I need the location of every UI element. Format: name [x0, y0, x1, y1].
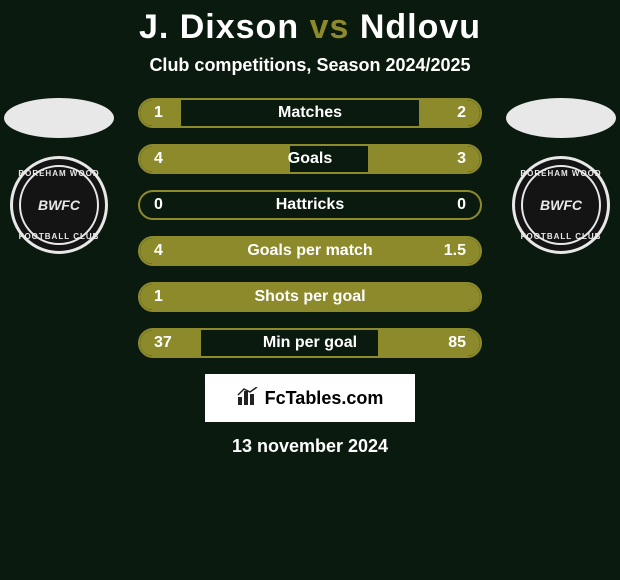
- stat-row: 4Goals3: [138, 144, 482, 174]
- stat-row: 1Shots per goal: [138, 282, 482, 312]
- subtitle: Club competitions, Season 2024/2025: [0, 55, 620, 76]
- vs-text: vs: [310, 8, 350, 46]
- right-side: BOREHAM WOOD BWFC FOOTBALL CLUB: [502, 98, 620, 254]
- stat-row: 1Matches2: [138, 98, 482, 128]
- infographic: J. Dixson vs Ndlovu Club competitions, S…: [0, 0, 620, 457]
- title: J. Dixson vs Ndlovu: [0, 8, 620, 47]
- source-text: FcTables.com: [265, 388, 384, 409]
- main-row: BOREHAM WOOD BWFC FOOTBALL CLUB 1Matches…: [0, 98, 620, 358]
- player1-name: J. Dixson: [139, 8, 299, 46]
- stat-right-value: 3: [457, 150, 466, 168]
- crest-center-text: BWFC: [32, 197, 86, 213]
- player1-avatar: [4, 98, 114, 138]
- crest-bottom-text: FOOTBALL CLUB: [515, 232, 607, 241]
- stat-label: Min per goal: [140, 334, 480, 352]
- player1-crest: BOREHAM WOOD BWFC FOOTBALL CLUB: [10, 156, 108, 254]
- crest-top-text: BOREHAM WOOD: [13, 169, 105, 178]
- stat-bars: 1Matches2 4Goals3 0Hattricks0 4Goals per ma…: [138, 98, 482, 358]
- stat-label: Hattricks: [140, 196, 480, 214]
- stat-right-value: 85: [448, 334, 466, 352]
- stat-right-value: 2: [457, 104, 466, 122]
- stat-row: 0Hattricks0: [138, 190, 482, 220]
- player2-name: Ndlovu: [360, 8, 481, 46]
- player2-crest: BOREHAM WOOD BWFC FOOTBALL CLUB: [512, 156, 610, 254]
- stat-label: Goals: [140, 150, 480, 168]
- source-badge: FcTables.com: [205, 374, 415, 422]
- crest-top-text: BOREHAM WOOD: [515, 169, 607, 178]
- left-side: BOREHAM WOOD BWFC FOOTBALL CLUB: [0, 98, 118, 254]
- stat-label: Goals per match: [140, 242, 480, 260]
- chart-icon: [237, 387, 259, 410]
- crest-center-text: BWFC: [534, 197, 588, 213]
- player2-avatar: [506, 98, 616, 138]
- stat-right-value: 1.5: [444, 242, 466, 260]
- date-text: 13 november 2024: [0, 436, 620, 457]
- stat-row: 37Min per goal85: [138, 328, 482, 358]
- crest-bottom-text: FOOTBALL CLUB: [13, 232, 105, 241]
- stat-label: Matches: [140, 104, 480, 122]
- stat-label: Shots per goal: [140, 288, 480, 306]
- stat-right-value: 0: [457, 196, 466, 214]
- stat-row: 4Goals per match1.5: [138, 236, 482, 266]
